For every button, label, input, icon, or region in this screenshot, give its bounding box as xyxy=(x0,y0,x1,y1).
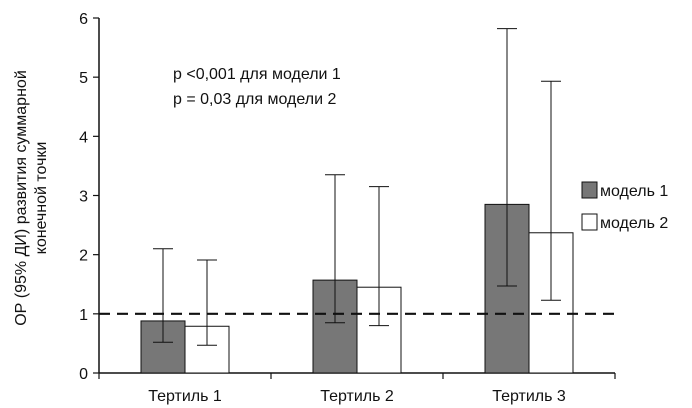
y-tick-label: 3 xyxy=(79,189,88,206)
legend-swatch xyxy=(581,213,598,231)
y-tick-label: 6 xyxy=(79,11,88,28)
legend-swatch xyxy=(581,181,598,199)
y-tick-label: 4 xyxy=(79,129,88,146)
x-tick-label: Тертиль 2 xyxy=(320,388,394,405)
plot-area: 0 1 2 3 4 5 6 Тертиль 1 Тертиль 2 Тертиль 3 модель… xyxy=(79,11,668,405)
annotation-model-2: p = 0,03 для модели 2 xyxy=(173,91,336,108)
y-tick-label: 5 xyxy=(79,70,88,87)
x-tick-label: Тертиль 1 xyxy=(148,388,222,405)
y-axis-label-line-2: конечной точки xyxy=(33,142,50,255)
annotation-model-1: p <0,001 для модели 1 xyxy=(173,66,341,83)
y-tick-label: 2 xyxy=(79,248,88,265)
y-tick-label: 0 xyxy=(79,366,88,383)
x-tick-label: Тертиль 3 xyxy=(492,388,566,405)
legend-label: модель 2 xyxy=(600,215,668,232)
legend-label: модель 1 xyxy=(600,183,668,200)
y-tick-label: 1 xyxy=(79,307,88,324)
y-axis-label-line-1: ОР (95% ДИ) развития суммарной xyxy=(13,70,30,326)
